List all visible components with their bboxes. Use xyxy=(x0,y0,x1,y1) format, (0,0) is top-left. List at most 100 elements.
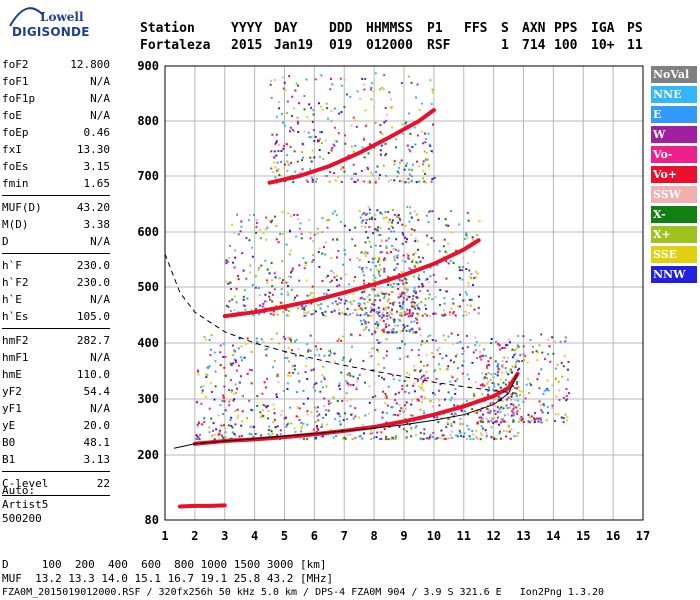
echo-point xyxy=(378,263,381,266)
echo-point xyxy=(312,259,315,262)
echo-point xyxy=(325,292,328,295)
echo-point xyxy=(369,310,372,313)
echo-point xyxy=(389,98,392,101)
echo-point xyxy=(277,167,280,170)
echo-point xyxy=(364,218,367,221)
echo-point xyxy=(475,429,478,432)
echo-point xyxy=(330,310,333,313)
echo-point xyxy=(396,175,399,178)
echo-point xyxy=(428,143,431,146)
echo-point xyxy=(378,258,381,261)
echo-point xyxy=(364,381,367,384)
echo-point xyxy=(354,276,357,279)
echo-point xyxy=(407,315,410,318)
echo-point xyxy=(230,287,233,290)
echo-point xyxy=(201,392,204,395)
echo-point xyxy=(387,284,390,287)
echo-point xyxy=(271,293,274,296)
echo-point xyxy=(466,236,469,239)
echo-point xyxy=(264,228,267,231)
echo-point xyxy=(384,142,387,145)
echo-point xyxy=(477,312,480,315)
echo-point xyxy=(416,379,419,382)
echo-point xyxy=(505,420,508,423)
echo-point xyxy=(321,252,324,255)
echo-point xyxy=(302,422,305,425)
echo-point xyxy=(471,238,474,241)
hdr-label: PS xyxy=(627,21,643,36)
echo-point xyxy=(469,275,472,278)
echo-point xyxy=(213,398,216,401)
echo-point xyxy=(494,398,497,401)
echo-point xyxy=(305,357,308,360)
echo-point xyxy=(546,411,549,414)
echo-point xyxy=(431,178,434,181)
x-tick-label: 14 xyxy=(546,529,560,543)
echo-point xyxy=(283,335,286,338)
echo-point xyxy=(431,436,434,439)
echo-point xyxy=(289,336,292,339)
echo-point xyxy=(354,415,357,418)
echo-point xyxy=(293,130,296,133)
echo-point xyxy=(321,231,324,234)
echo-point xyxy=(288,337,291,340)
echo-point xyxy=(234,409,237,412)
echo-point xyxy=(208,426,211,429)
echo-point xyxy=(522,345,525,348)
echo-point xyxy=(283,281,286,284)
echo-point xyxy=(462,256,465,259)
echo-point xyxy=(397,221,400,224)
echo-point xyxy=(399,330,402,333)
echo-point xyxy=(196,438,199,441)
echo-point xyxy=(354,144,357,147)
echo-point xyxy=(222,342,225,345)
echo-point xyxy=(498,430,501,433)
echo-point xyxy=(240,220,243,223)
echo-point xyxy=(252,214,255,217)
echo-point xyxy=(333,210,336,213)
echo-point xyxy=(449,399,452,402)
electron-density-profile-line xyxy=(173,373,518,449)
echo-point xyxy=(222,413,225,416)
echo-point xyxy=(518,360,521,363)
echo-point xyxy=(510,409,513,412)
echo-point xyxy=(527,420,530,423)
echo-point xyxy=(413,264,416,267)
echo-point xyxy=(310,313,313,316)
echo-point xyxy=(394,399,397,402)
echo-point xyxy=(499,386,502,389)
echo-point xyxy=(566,368,569,371)
echo-point xyxy=(487,408,490,411)
echo-point xyxy=(401,180,404,183)
echo-point xyxy=(290,422,293,425)
echo-point xyxy=(483,348,486,351)
echo-point xyxy=(233,432,236,435)
echo-point xyxy=(444,339,447,342)
echo-point xyxy=(425,214,428,217)
echo-point xyxy=(445,260,448,263)
echo-point xyxy=(329,88,332,91)
echo-point xyxy=(333,276,336,279)
echo-point xyxy=(505,398,508,401)
echo-point xyxy=(442,334,445,337)
echo-point xyxy=(273,426,276,429)
echo-point xyxy=(414,317,417,320)
echo-point xyxy=(338,384,341,387)
echo-point xyxy=(433,176,436,179)
echo-point xyxy=(232,362,235,365)
echo-point xyxy=(196,435,199,438)
echo-point xyxy=(496,406,499,409)
echo-point xyxy=(224,280,227,283)
echo-point xyxy=(279,301,282,304)
echo-point xyxy=(272,161,275,164)
echo-point xyxy=(351,438,354,441)
echo-point xyxy=(399,409,402,412)
echo-point xyxy=(485,366,488,369)
echo-point xyxy=(293,364,296,367)
echo-point xyxy=(358,307,361,310)
echo-point xyxy=(264,293,267,296)
echo-point xyxy=(382,308,385,311)
echo-point xyxy=(353,172,356,175)
echo-point xyxy=(383,327,386,330)
echo-point xyxy=(416,296,419,299)
